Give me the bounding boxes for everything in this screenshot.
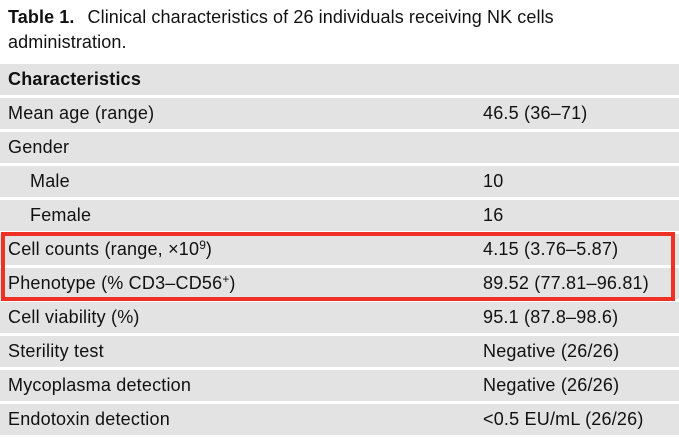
row-value: Negative (26/26) xyxy=(483,375,620,395)
table-row: Male 10 xyxy=(0,166,679,197)
row-value: Negative (26/26) xyxy=(483,341,620,361)
row-label: Male xyxy=(30,171,70,191)
table-caption-label: Table 1. xyxy=(8,7,75,27)
row-value: <0.5 EU/mL (26/26) xyxy=(483,409,644,429)
row-value: 10 xyxy=(483,171,504,191)
table-caption: Table 1. Clinical characteristics of 26 i… xyxy=(8,5,648,55)
table-row: Gender xyxy=(0,132,679,163)
table-row: Mycoplasma detection Negative (26/26) xyxy=(0,370,679,401)
row-value: 89.52 (77.81–96.81) xyxy=(483,273,649,293)
clinical-characteristics-table: Characteristics Mean age (range) 46.5 (36… xyxy=(0,64,679,438)
table-row: Cell counts (range, ×109) 4.15 (3.76–5.87… xyxy=(0,234,679,265)
row-label: Female xyxy=(30,205,92,225)
row-value: 46.5 (36–71) xyxy=(483,103,588,123)
row-label: Gender xyxy=(8,137,70,157)
row-label: Phenotype (% CD3–CD56+) xyxy=(8,272,236,293)
row-label: Mean age (range) xyxy=(8,103,155,123)
row-value: 16 xyxy=(483,205,504,225)
table-caption-text: Clinical characteristics of 26 individua… xyxy=(8,7,554,52)
row-label: Cell viability (%) xyxy=(8,307,140,327)
table-row: Phenotype (% CD3–CD56+) 89.52 (77.81–96.8… xyxy=(0,268,679,299)
table-row: Cell viability (%) 95.1 (87.8–98.6) xyxy=(0,302,679,333)
table-row: Mean age (range) 46.5 (36–71) xyxy=(0,98,679,129)
table-header-label: Characteristics xyxy=(8,69,142,89)
row-label: Endotoxin detection xyxy=(8,409,170,429)
row-label: Cell counts (range, ×109) xyxy=(8,238,213,259)
row-label: Sterility test xyxy=(8,341,104,361)
table-row: Female 16 xyxy=(0,200,679,231)
row-value: 95.1 (87.8–98.6) xyxy=(483,307,619,327)
table-row: Sterility test Negative (26/26) xyxy=(0,336,679,367)
row-value: 4.15 (3.76–5.87) xyxy=(483,239,619,259)
table-row: Endotoxin detection <0.5 EU/mL (26/26) xyxy=(0,404,679,435)
table-header-row: Characteristics xyxy=(0,64,679,95)
row-label: Mycoplasma detection xyxy=(8,375,192,395)
